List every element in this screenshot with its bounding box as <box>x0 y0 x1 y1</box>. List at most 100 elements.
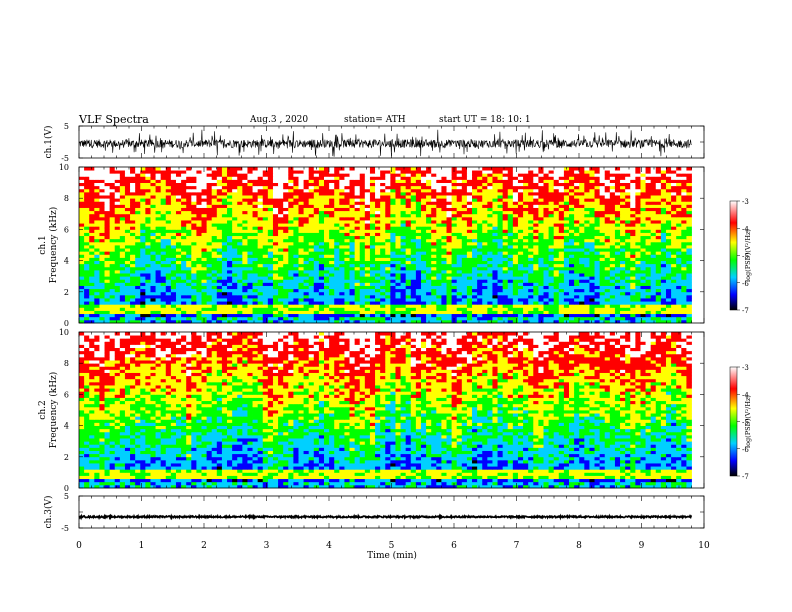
spectrogram-cell <box>415 285 422 290</box>
spectrogram-cell <box>369 207 376 212</box>
spectrogram-cell <box>400 269 407 274</box>
spectrogram-cell <box>191 269 197 274</box>
spectrogram-cell <box>620 238 626 243</box>
spectrogram-cell <box>206 304 213 308</box>
spectrogram-cell <box>349 195 356 199</box>
spectrogram-cell <box>466 298 473 302</box>
spectrogram-cell <box>420 207 427 212</box>
spectrogram-cell <box>216 260 223 265</box>
spectrogram-cell <box>130 207 136 212</box>
spectrogram-cell <box>221 276 228 280</box>
spectrogram-cell <box>237 235 243 240</box>
spectrogram-cell <box>594 241 601 246</box>
spectrogram-cell <box>477 195 483 199</box>
spectrogram-cell <box>472 229 478 233</box>
spectrogram-cell <box>119 254 126 258</box>
spectrogram-cell <box>308 220 315 224</box>
spectrogram-cell <box>410 282 417 286</box>
spectrogram-cell <box>308 248 315 252</box>
spectrogram-cell <box>160 216 167 221</box>
spectrogram-cell <box>272 316 279 321</box>
spectrogram-cell <box>584 282 590 286</box>
spectrogram-cell <box>385 257 391 261</box>
spectrogram-cell <box>553 223 560 227</box>
spectrogram-cell <box>558 223 565 227</box>
spectrogram-cell <box>334 316 340 321</box>
spectrogram-cell <box>359 279 366 283</box>
spectrogram-cell <box>385 288 391 293</box>
spectrogram-cell <box>313 273 320 277</box>
spectrogram-cell <box>400 266 407 271</box>
spectrogram-cell <box>676 294 682 299</box>
spectrogram-cell <box>130 269 136 274</box>
spectrogram-cell <box>665 288 672 293</box>
spectrogram-cell <box>482 226 488 230</box>
spectrogram-cell <box>288 210 294 215</box>
spectrogram-cell <box>563 298 570 302</box>
spectrogram-cell <box>461 282 468 286</box>
spectrogram-cell <box>553 229 560 233</box>
spectrogram-cell <box>349 301 356 305</box>
spectrogram-cell <box>650 310 657 315</box>
spectrogram-cell <box>487 235 493 240</box>
spectrogram-cell <box>221 263 228 268</box>
spectrogram-cell <box>558 245 565 249</box>
spectrogram-cell <box>395 266 401 271</box>
spectrogram-cell <box>119 304 126 308</box>
spectrogram-cell <box>686 319 692 324</box>
spectrogram-cell <box>114 198 121 202</box>
spectrogram-cell <box>569 213 575 218</box>
spectrogram-cell <box>517 279 524 283</box>
spectrogram-cell <box>288 288 294 293</box>
spectrogram-cell <box>170 201 177 205</box>
spectrogram-cell <box>558 198 565 202</box>
spectrogram-cell <box>385 204 391 208</box>
spectrogram-cell <box>130 310 136 315</box>
spectrogram-cell <box>303 310 310 315</box>
spectrogram-cell <box>477 201 483 205</box>
spectrogram-cell <box>155 282 162 286</box>
spectrogram-cell <box>288 254 294 258</box>
spectrogram-cell <box>334 229 340 233</box>
spectrogram-cell <box>175 266 182 271</box>
spectrogram-cell <box>94 285 100 290</box>
spectrogram-cell <box>390 257 396 261</box>
spectrogram-cell <box>99 273 105 277</box>
spectrogram-cell <box>625 220 631 224</box>
spectrogram-cell <box>175 301 182 305</box>
spectrogram-cell <box>227 316 233 321</box>
spectrogram-cell <box>650 232 657 237</box>
spectrogram-cell <box>553 238 560 243</box>
spectrogram-cell <box>630 294 636 299</box>
spectrogram-cell <box>278 223 284 227</box>
spectrogram-cell <box>390 298 396 302</box>
spectrogram-cell <box>221 266 228 271</box>
spectrogram-cell <box>676 238 682 243</box>
spectrogram-cell <box>410 316 417 321</box>
spectrogram-cell <box>175 304 182 308</box>
spectrogram-cell <box>262 229 269 233</box>
spectrogram-cell <box>472 310 478 315</box>
spectrogram-cell <box>451 316 458 321</box>
spectrogram-cell <box>441 310 447 315</box>
spectrogram-cell <box>584 238 590 243</box>
spectrogram-cell <box>242 266 248 271</box>
spectrogram-cell <box>165 245 172 249</box>
spectrogram-cell <box>512 279 519 283</box>
spectrogram-cell <box>216 198 223 202</box>
spectrogram-cell <box>206 207 213 212</box>
spectrogram-cell <box>252 238 259 243</box>
spectrogram-cell <box>267 241 274 246</box>
spectrogram-cell <box>99 232 105 237</box>
spectrogram-cell <box>369 238 376 243</box>
spectrogram-cell <box>232 235 238 240</box>
spectrogram-cell <box>375 266 381 271</box>
spectrogram-cell <box>313 304 320 308</box>
spectrogram-cell <box>155 285 162 290</box>
spectrogram-cell <box>364 279 371 283</box>
spectrogram-cell <box>533 273 539 277</box>
spectrogram-cell <box>451 273 458 277</box>
spectrogram-cell <box>543 316 549 321</box>
spectrogram-cell <box>324 291 330 296</box>
spectrogram-cell <box>119 245 126 249</box>
